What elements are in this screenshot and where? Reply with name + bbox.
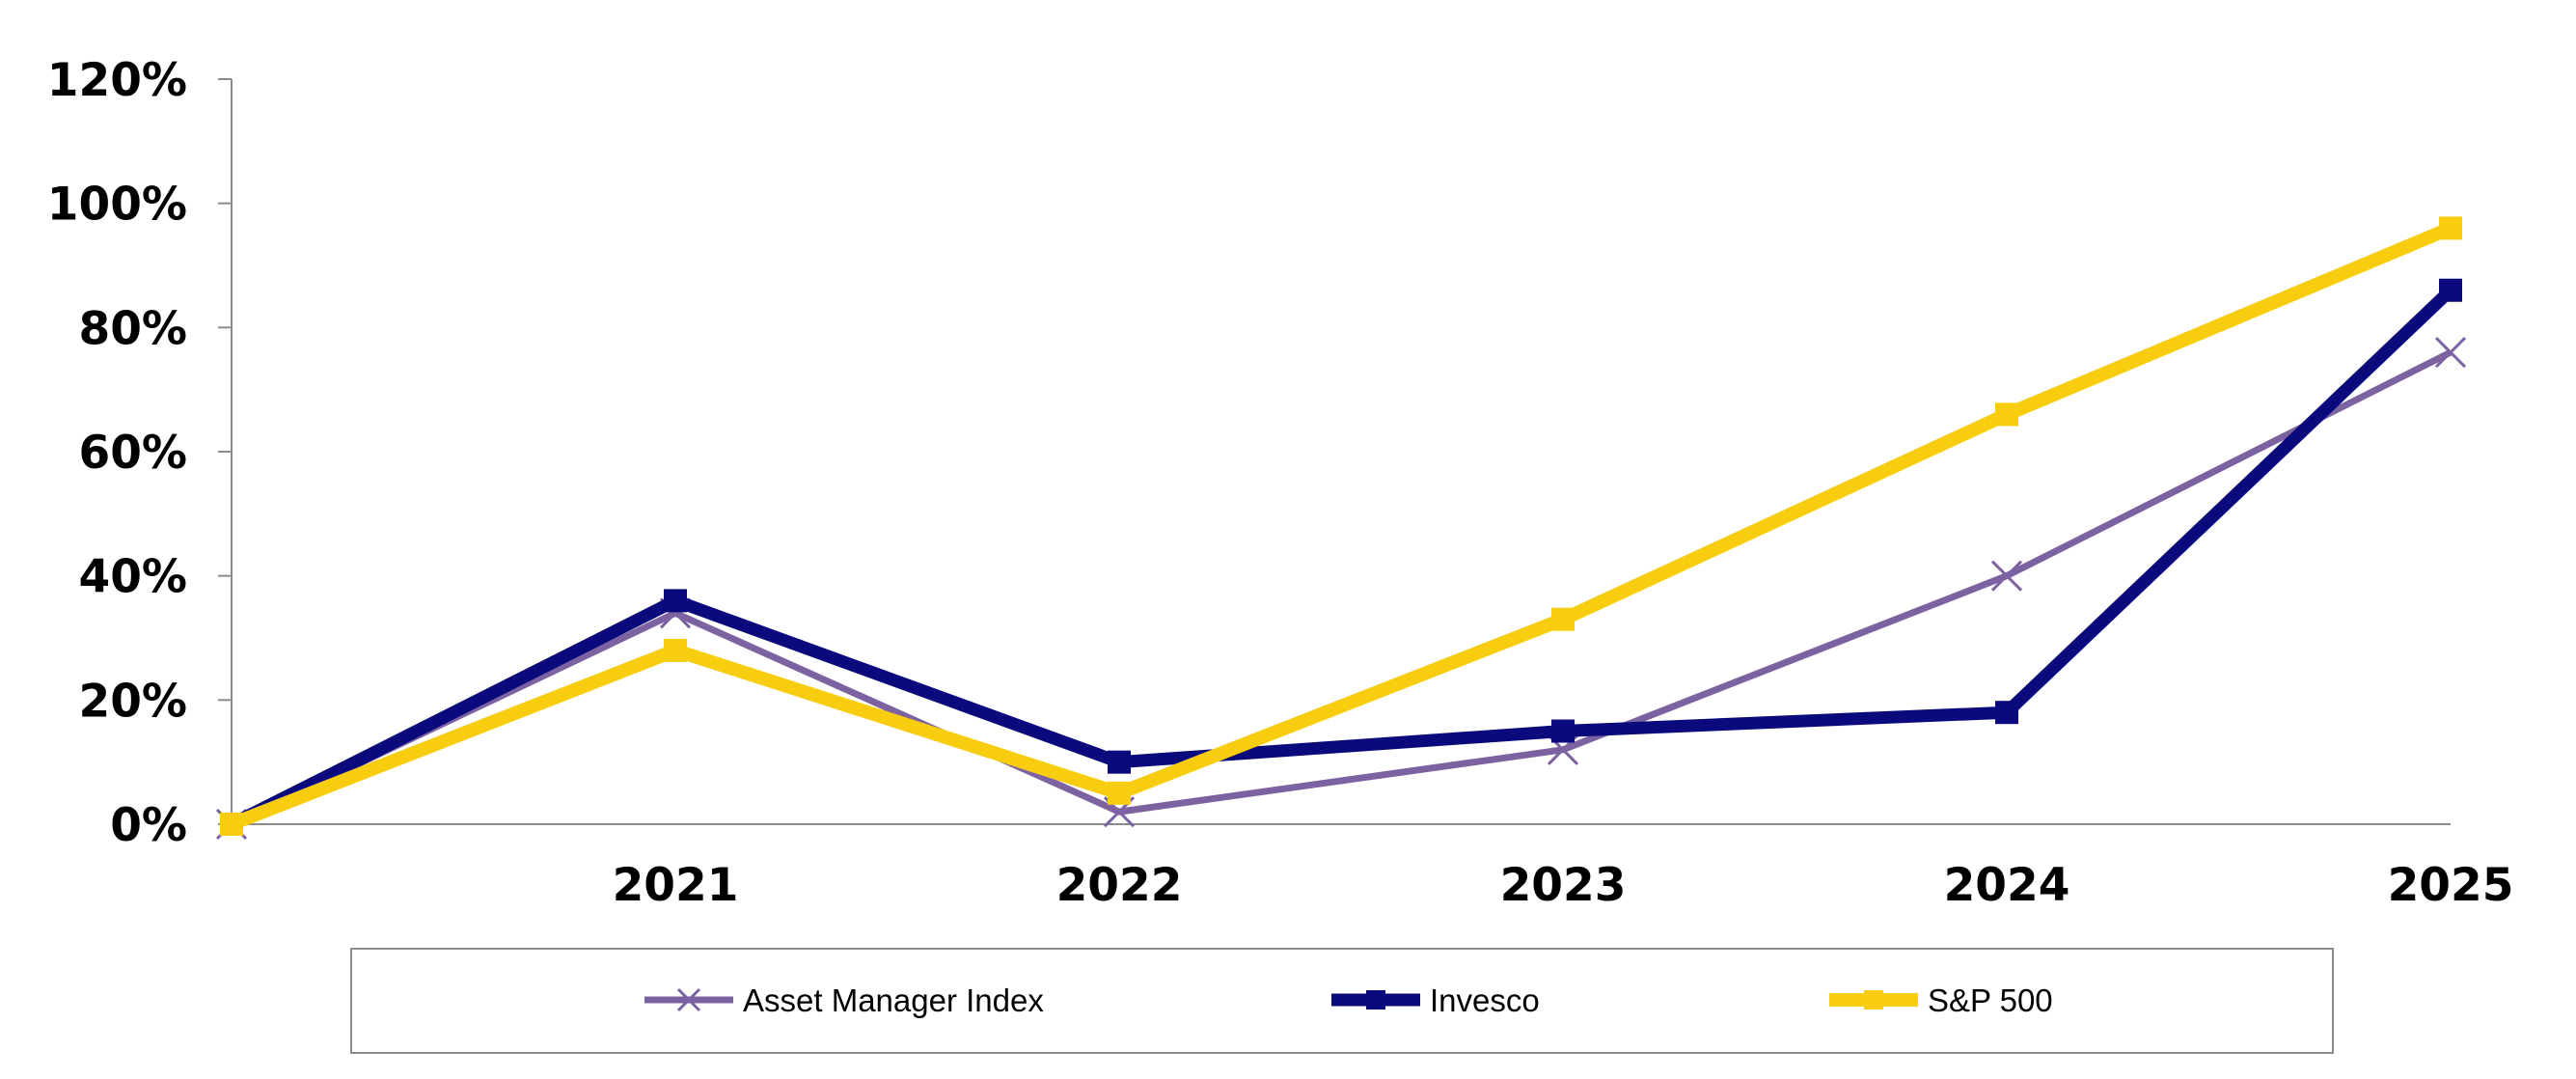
data-point (1108, 781, 1131, 805)
x-tick-label: 2025 (2388, 859, 2514, 912)
y-tick-label: 60% (79, 427, 188, 480)
y-tick-label: 120% (47, 54, 187, 107)
y-tick-label: 40% (79, 551, 188, 604)
data-point (1995, 402, 2018, 427)
x-tick-label: 2023 (1500, 859, 1627, 912)
data-point (2434, 337, 2467, 369)
series-line (230, 348, 2453, 828)
data-point (1990, 560, 2023, 592)
data-point (2439, 216, 2462, 240)
y-axis-ticks: 0% 20% 40% 60% 80% 100% 120% (47, 54, 232, 852)
legend-marker (1864, 990, 1883, 1010)
y-tick-label: 0% (110, 799, 187, 852)
series-asset-manager-index (215, 337, 2467, 841)
x-tick-label: 2022 (1056, 859, 1183, 912)
x-tick-label: 2024 (1944, 859, 2070, 912)
data-point (664, 589, 687, 613)
data-point (220, 813, 243, 836)
data-point (1995, 701, 2018, 725)
legend-item-asset-manager-index: Asset Manager Index (644, 982, 1044, 1018)
data-point (1108, 750, 1131, 774)
y-tick-label: 100% (47, 179, 187, 232)
x-axis-ticks: 2021 2022 2023 2024 2025 (613, 859, 2514, 912)
legend: Asset Manager Index Invesco S&P 500 (350, 948, 2334, 1054)
y-tick-label: 20% (79, 675, 188, 728)
legend-item-invesco: Invesco (1331, 982, 1540, 1018)
legend-label: S&P 500 (1928, 982, 2053, 1018)
legend-marker (676, 987, 701, 1012)
series-line (229, 286, 2455, 830)
y-tick-label: 80% (79, 302, 188, 355)
series-s-p-500 (220, 216, 2462, 836)
data-point (2439, 278, 2462, 302)
legend-label: Invesco (1430, 982, 1540, 1018)
legend-label: Asset Manager Index (743, 982, 1044, 1018)
series-group (215, 216, 2467, 841)
legend-marker (1366, 990, 1385, 1010)
series-line (229, 221, 2453, 831)
data-point (1551, 607, 1575, 631)
legend-item-s-p-500: S&P 500 (1829, 982, 2053, 1018)
x-tick-label: 2021 (613, 859, 739, 912)
data-point (664, 638, 687, 662)
data-point (1551, 719, 1575, 743)
